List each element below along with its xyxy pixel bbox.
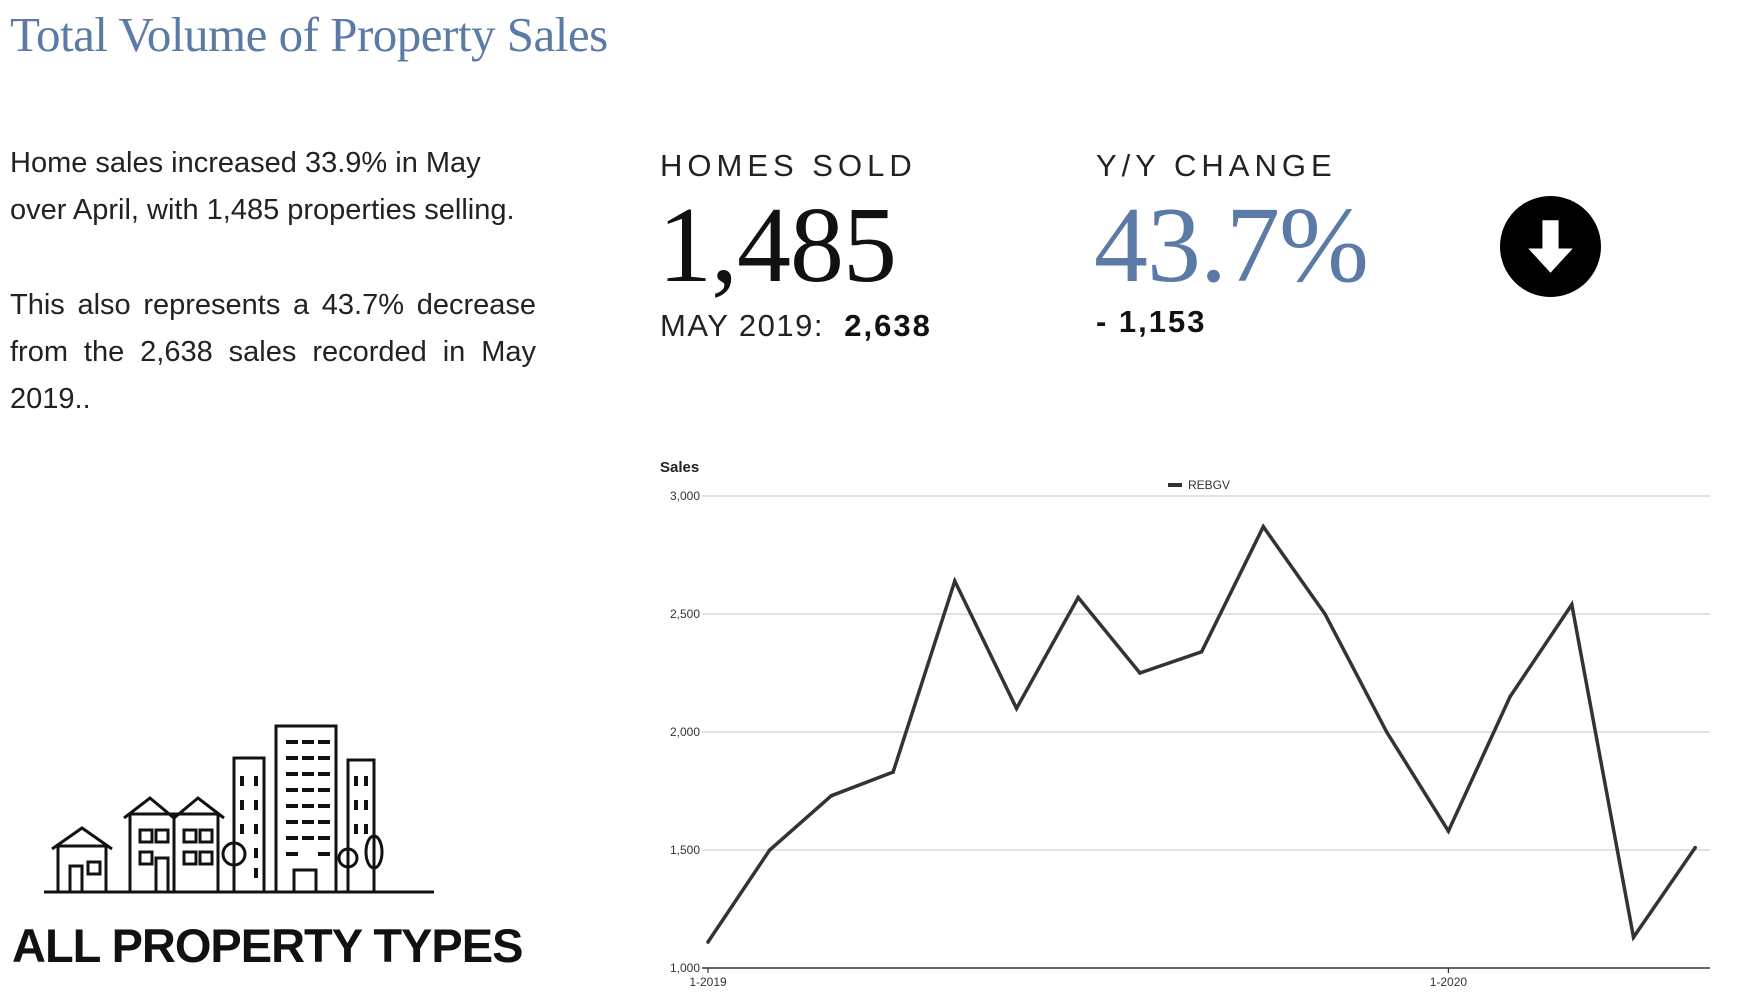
data-point	[891, 770, 895, 774]
yy-change-diff: - 1,153	[1096, 304, 1207, 340]
x-tick-label: 1-2020	[1430, 975, 1468, 989]
data-point	[1384, 730, 1389, 734]
data-point	[1261, 524, 1266, 529]
data-point	[829, 793, 834, 798]
data-point	[1446, 829, 1451, 833]
data-point	[1199, 649, 1204, 654]
homes-sold-label: HOMES SOLD	[660, 148, 917, 183]
data-point	[767, 848, 772, 852]
series-line-rebgv	[706, 523, 1697, 943]
data-point	[1076, 595, 1080, 600]
compare-value: 2,638	[844, 308, 932, 343]
yy-change-diff-value: - 1,153	[1096, 304, 1207, 339]
buildings-icon	[44, 718, 434, 905]
arrow-down-circle-icon	[1500, 196, 1601, 297]
homes-sold-value: 1,485	[658, 186, 897, 305]
data-point	[1323, 612, 1327, 616]
y-axis-label: Sales	[660, 459, 699, 476]
x-tick-label: 1-2019	[689, 975, 727, 989]
summary-paragraph-2: This also represents a 43.7% decrease fr…	[10, 289, 536, 415]
data-point	[1508, 694, 1512, 699]
summary-text: Home sales increased 33.9% in May over A…	[10, 140, 536, 471]
y-tick-label: 2,000	[670, 725, 700, 739]
yy-change-label: Y/Y CHANGE	[1096, 148, 1337, 183]
data-point	[1014, 706, 1019, 711]
y-tick-label: 1,500	[670, 843, 700, 857]
data-point	[706, 940, 710, 944]
data-point	[1693, 845, 1697, 850]
legend-label: REBGV	[1188, 478, 1230, 492]
y-tick-label: 1,000	[670, 961, 700, 975]
data-point	[1570, 602, 1574, 607]
compare-label: MAY 2019:	[660, 308, 825, 343]
data-point	[1138, 671, 1142, 675]
data-point	[953, 579, 957, 583]
property-type-label: ALL PROPERTY TYPES	[12, 919, 523, 972]
data-point	[1631, 935, 1636, 940]
homes-sold-compare: MAY 2019: 2,638	[660, 308, 932, 344]
summary-paragraph-1: Home sales increased 33.9% in May over A…	[10, 147, 515, 226]
page-title: Total Volume of Property Sales	[10, 7, 608, 62]
y-tick-label: 2,500	[670, 607, 700, 621]
yy-change-value: 43.7%	[1094, 186, 1369, 305]
y-tick-label: 3,000	[670, 489, 700, 503]
